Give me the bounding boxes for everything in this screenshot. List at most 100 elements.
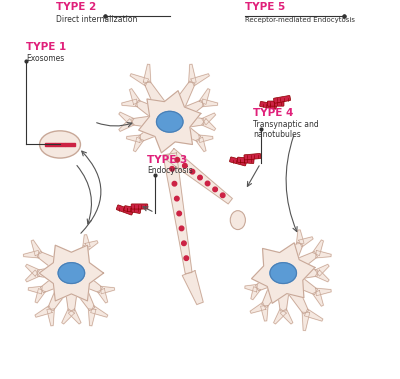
Polygon shape (68, 309, 81, 324)
Polygon shape (143, 64, 151, 83)
Polygon shape (130, 74, 149, 86)
Polygon shape (166, 100, 204, 129)
Polygon shape (315, 264, 329, 276)
Polygon shape (67, 266, 102, 293)
Polygon shape (276, 269, 308, 314)
Polygon shape (119, 112, 134, 125)
FancyArrowPatch shape (81, 151, 101, 233)
Polygon shape (62, 309, 74, 324)
Bar (65, 143, 75, 146)
Polygon shape (275, 273, 292, 311)
Polygon shape (196, 137, 206, 152)
Text: TYPE 4: TYPE 4 (253, 108, 293, 118)
Polygon shape (316, 251, 331, 258)
Polygon shape (98, 288, 108, 303)
Ellipse shape (58, 263, 85, 283)
Polygon shape (26, 270, 40, 282)
Circle shape (179, 226, 184, 231)
FancyBboxPatch shape (267, 101, 284, 106)
FancyBboxPatch shape (124, 206, 141, 213)
Polygon shape (88, 309, 96, 326)
FancyBboxPatch shape (131, 204, 148, 209)
Polygon shape (170, 113, 204, 130)
Circle shape (190, 169, 195, 174)
Ellipse shape (270, 263, 296, 283)
Polygon shape (251, 287, 260, 300)
Polygon shape (163, 153, 192, 274)
FancyBboxPatch shape (237, 157, 254, 164)
Polygon shape (191, 74, 209, 86)
Circle shape (182, 241, 186, 246)
Polygon shape (139, 91, 201, 153)
Polygon shape (134, 137, 144, 152)
Polygon shape (199, 135, 213, 143)
Polygon shape (119, 119, 134, 132)
Circle shape (175, 158, 180, 162)
FancyArrowPatch shape (143, 207, 152, 211)
Polygon shape (166, 114, 201, 141)
Polygon shape (47, 309, 54, 326)
Circle shape (184, 256, 188, 260)
Polygon shape (252, 243, 315, 303)
Polygon shape (64, 269, 95, 311)
FancyBboxPatch shape (260, 102, 277, 109)
Polygon shape (202, 119, 216, 130)
Polygon shape (85, 241, 98, 250)
Polygon shape (276, 242, 303, 277)
Text: TYPE 5: TYPE 5 (245, 2, 286, 12)
Polygon shape (37, 252, 76, 280)
Text: Endocytosis: Endocytosis (147, 166, 193, 175)
Ellipse shape (156, 111, 183, 132)
Polygon shape (139, 114, 174, 141)
Polygon shape (256, 266, 287, 291)
Ellipse shape (230, 211, 245, 230)
Circle shape (170, 166, 174, 171)
Polygon shape (202, 113, 216, 125)
Polygon shape (28, 286, 42, 294)
Polygon shape (35, 306, 52, 317)
Polygon shape (199, 89, 210, 105)
Polygon shape (136, 100, 174, 129)
Text: Transynaptic and: Transynaptic and (253, 121, 319, 130)
Polygon shape (31, 240, 42, 256)
Polygon shape (182, 271, 203, 305)
Bar (45, 143, 55, 146)
Polygon shape (37, 265, 71, 281)
Circle shape (205, 181, 210, 186)
Polygon shape (35, 288, 45, 303)
Polygon shape (315, 270, 329, 282)
Text: TYPE 3: TYPE 3 (147, 155, 187, 165)
Polygon shape (144, 81, 177, 126)
Polygon shape (279, 252, 318, 280)
FancyArrowPatch shape (247, 166, 259, 186)
Text: Exosomes: Exosomes (26, 54, 64, 63)
Polygon shape (126, 135, 140, 143)
Polygon shape (304, 309, 323, 321)
Polygon shape (166, 149, 232, 204)
Polygon shape (302, 312, 310, 330)
Circle shape (220, 193, 225, 197)
Polygon shape (132, 113, 170, 130)
Text: TYPE 1: TYPE 1 (26, 42, 66, 52)
Polygon shape (280, 309, 293, 324)
Circle shape (213, 187, 218, 192)
Polygon shape (24, 251, 39, 258)
FancyBboxPatch shape (230, 157, 247, 166)
Polygon shape (40, 266, 76, 293)
Polygon shape (189, 64, 196, 83)
Polygon shape (250, 302, 266, 313)
Polygon shape (26, 264, 40, 276)
Circle shape (198, 175, 202, 180)
Polygon shape (296, 230, 304, 244)
Polygon shape (262, 269, 290, 307)
Circle shape (172, 182, 177, 186)
Polygon shape (316, 288, 331, 296)
FancyArrowPatch shape (286, 136, 297, 232)
Polygon shape (279, 266, 318, 294)
Polygon shape (63, 273, 80, 311)
FancyBboxPatch shape (116, 205, 133, 215)
FancyArrowPatch shape (97, 122, 132, 127)
Text: nanotubules: nanotubules (253, 130, 301, 139)
Polygon shape (162, 81, 195, 126)
Polygon shape (39, 245, 104, 301)
